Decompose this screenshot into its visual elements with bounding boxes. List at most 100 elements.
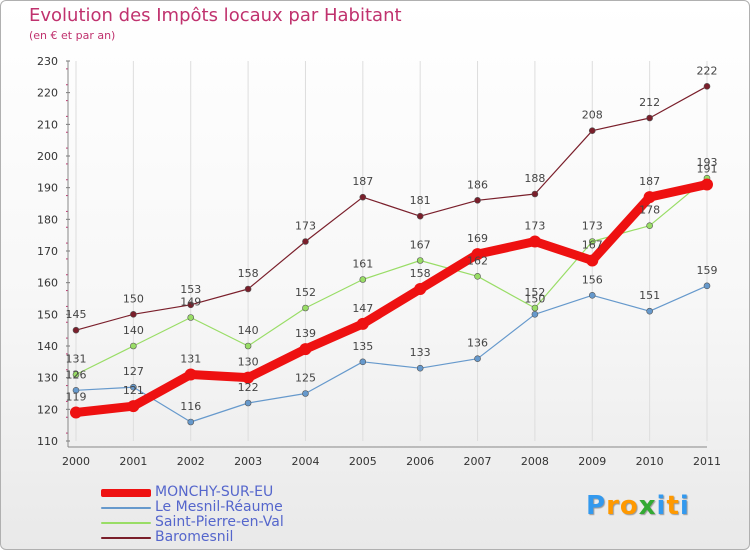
data-label: 151 [639,289,660,302]
y-tick-label: 110 [37,435,58,448]
series-group [70,83,713,426]
y-tick-label: 230 [37,55,58,68]
data-point [187,301,195,309]
data-point [531,304,539,312]
data-point [244,342,252,350]
data-label: 187 [639,175,660,188]
data-label: 140 [238,324,259,337]
data-point [416,364,424,372]
x-tick-label: 2003 [234,455,262,468]
data-point [588,238,596,245]
proxiti-logo: Proxiti [586,491,690,521]
data-point [242,371,255,384]
x-tick-label: 2005 [349,455,377,468]
data-point [416,212,424,220]
legend-swatch [101,507,151,509]
data-point [72,326,80,334]
data-label: 159 [697,264,718,277]
series-line [75,85,708,331]
data-point [187,418,195,426]
data-point [531,311,539,318]
data-label: 152 [295,286,316,299]
y-tick-label: 150 [37,308,58,321]
data-point [643,191,656,204]
x-tick-label: 2004 [291,455,319,468]
data-point [471,248,484,261]
y-tick-label: 140 [37,340,58,353]
data-point [474,197,481,204]
logo-letter: i [679,491,690,521]
legend-label: Baromesnil [155,529,234,545]
data-label: 167 [582,239,603,252]
x-tick-label: 2001 [119,455,147,468]
x-tick-label: 2010 [636,455,664,468]
x-tick-label: 2008 [521,455,549,468]
data-label: 150 [123,292,144,305]
data-point [359,193,367,201]
data-label: 139 [295,327,316,340]
legend-swatch [101,537,151,539]
data-point [646,222,653,229]
legend-swatch [101,522,151,524]
data-labels: 145 150 153 158 173 187 181 186 188 208 212 222 131 1… [66,64,718,413]
data-point [187,314,195,321]
data-label: 125 [295,372,316,385]
data-point [588,127,596,134]
data-label: 130 [238,356,259,369]
data-label: 131 [180,353,201,366]
x-tick-label: 2006 [406,455,434,468]
data-label: 150 [524,292,545,305]
data-label: 153 [180,283,201,296]
data-label: 158 [238,267,259,280]
data-label: 158 [410,267,431,280]
data-label: 156 [582,273,603,286]
data-point [414,283,427,295]
data-label: 127 [123,365,144,378]
x-tick-label: 2000 [62,455,90,468]
data-label: 212 [639,96,660,109]
y-tick-label: 120 [37,403,58,416]
data-point [302,390,309,397]
data-label: 126 [66,368,87,381]
y-tick-label: 160 [37,277,58,290]
data-label: 191 [697,163,718,176]
data-point [356,317,369,330]
data-label: 136 [467,337,488,350]
data-label: 119 [66,391,87,404]
grid [75,61,708,441]
y-tick-label: 180 [37,213,58,226]
data-point [130,383,137,391]
data-label: 187 [352,175,373,188]
legend-swatch [101,489,151,497]
data-label: 173 [295,220,316,233]
logo-letter: x [638,491,657,521]
data-point [588,292,596,299]
logo-letter: o [619,491,639,521]
chart-subtitle: (en € et par an) [29,29,116,42]
y-tick-label: 220 [37,87,58,100]
data-label: 122 [238,381,259,394]
data-label: 173 [582,220,603,233]
data-label: 161 [352,258,373,271]
data-label: 167 [410,239,431,252]
data-point [646,114,653,122]
data-label: 186 [467,178,488,191]
data-point [184,368,197,381]
data-point [359,358,367,366]
logo-letter: r [606,491,620,521]
legend-label: MONCHY-SUR-EU [155,484,274,500]
data-point [130,342,137,350]
chart-title: Evolution des Impôts locaux par Habitant [29,5,402,26]
y-tick-label: 210 [37,118,58,131]
data-point [646,307,653,315]
axes: 2000 2001 2002 2003 2004 2005 2006 2007 2008 2009… [37,55,721,468]
y-tick-label: 190 [37,182,58,195]
series-line [75,285,708,423]
data-point [244,285,252,293]
data-point [359,276,367,283]
data-label: 162 [467,254,488,267]
data-point [474,355,481,362]
data-point [70,406,82,419]
